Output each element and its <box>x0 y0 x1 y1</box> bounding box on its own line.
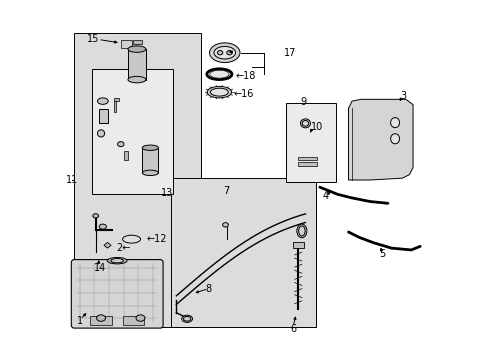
Ellipse shape <box>128 46 145 52</box>
Ellipse shape <box>209 70 228 78</box>
Ellipse shape <box>142 145 158 150</box>
Ellipse shape <box>222 223 228 227</box>
FancyBboxPatch shape <box>71 260 163 328</box>
Ellipse shape <box>93 214 99 218</box>
Text: 2←: 2← <box>116 243 130 253</box>
Ellipse shape <box>302 121 308 126</box>
Ellipse shape <box>96 315 105 321</box>
Ellipse shape <box>99 224 106 229</box>
Ellipse shape <box>207 86 231 98</box>
Ellipse shape <box>128 76 145 83</box>
Text: 8: 8 <box>204 284 211 294</box>
Ellipse shape <box>97 130 104 137</box>
Text: 5: 5 <box>379 248 385 258</box>
Ellipse shape <box>298 226 305 236</box>
Bar <box>171 178 316 327</box>
Ellipse shape <box>296 224 306 238</box>
Text: 4: 4 <box>322 191 328 201</box>
Ellipse shape <box>183 316 190 321</box>
Text: ←16: ←16 <box>233 89 253 99</box>
Ellipse shape <box>209 43 240 63</box>
Bar <box>142 148 158 173</box>
Ellipse shape <box>214 46 235 59</box>
Ellipse shape <box>300 119 310 128</box>
Bar <box>113 98 119 101</box>
Bar <box>99 109 108 123</box>
Text: 3: 3 <box>400 91 406 101</box>
Bar <box>113 101 116 112</box>
Text: 9: 9 <box>300 97 305 107</box>
Bar <box>92 69 172 194</box>
Text: ←18: ←18 <box>235 71 255 81</box>
Ellipse shape <box>210 88 228 96</box>
Text: 11: 11 <box>66 175 78 185</box>
Ellipse shape <box>390 118 399 128</box>
Ellipse shape <box>97 98 108 104</box>
Ellipse shape <box>117 141 124 147</box>
Bar <box>90 316 112 325</box>
Ellipse shape <box>136 315 144 321</box>
Bar <box>297 157 317 160</box>
Text: 6: 6 <box>290 324 296 334</box>
Bar <box>292 242 303 248</box>
Bar <box>124 151 128 160</box>
Ellipse shape <box>390 134 399 144</box>
Ellipse shape <box>182 315 192 322</box>
Bar <box>121 40 131 48</box>
Text: 7: 7 <box>222 186 228 197</box>
Ellipse shape <box>111 258 123 263</box>
Bar <box>297 162 317 166</box>
Bar <box>74 33 201 327</box>
Text: 10: 10 <box>310 122 323 132</box>
Polygon shape <box>104 242 111 248</box>
Bar <box>128 49 145 80</box>
Text: ←12: ←12 <box>147 234 167 244</box>
Text: 15: 15 <box>87 35 100 44</box>
Bar <box>285 103 335 182</box>
Polygon shape <box>348 99 412 180</box>
Ellipse shape <box>107 257 127 264</box>
Bar <box>132 40 142 44</box>
Text: 1: 1 <box>77 316 82 325</box>
Text: 17: 17 <box>284 48 296 58</box>
Text: 13: 13 <box>161 188 173 198</box>
Ellipse shape <box>226 50 232 55</box>
Ellipse shape <box>217 50 223 55</box>
Bar <box>122 316 144 325</box>
Ellipse shape <box>122 235 140 243</box>
Ellipse shape <box>142 170 158 176</box>
Text: 14: 14 <box>94 263 106 273</box>
